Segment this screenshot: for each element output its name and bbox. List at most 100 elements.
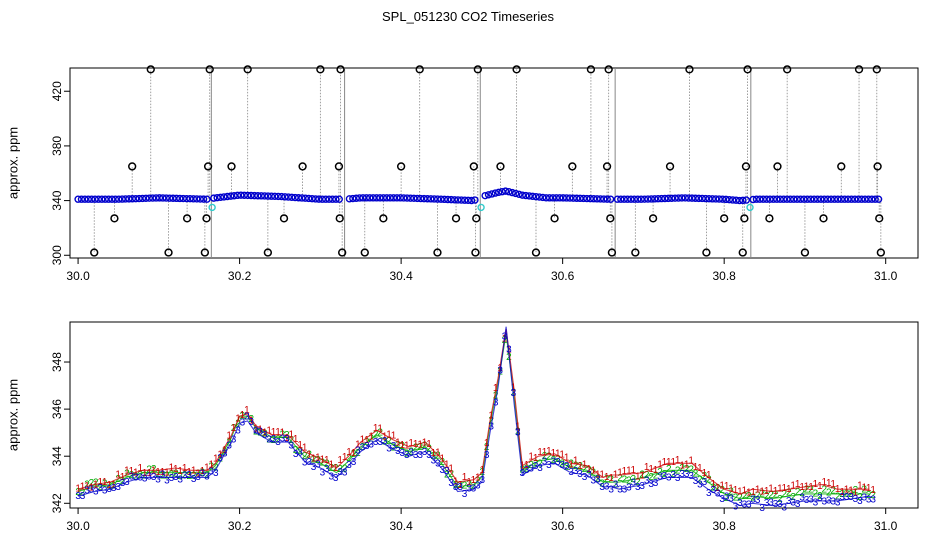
data-point [437, 195, 445, 203]
series-glyph-3: 3 [200, 469, 206, 480]
series-glyph-3: 3 [466, 483, 472, 494]
data-point [138, 194, 147, 203]
series-glyph-1: 1 [644, 462, 650, 473]
series-glyph-1: 1 [111, 479, 117, 490]
series-glyph-1: 1 [284, 433, 290, 444]
series-glyph-3: 3 [177, 475, 183, 486]
series-glyph-2: 2 [93, 478, 99, 489]
data-point [742, 196, 751, 204]
series-glyph-3: 3 [257, 426, 263, 437]
data-point [722, 195, 730, 204]
series-glyph-1: 1 [822, 477, 828, 488]
flag-point [685, 65, 694, 74]
series-glyph-2: 2 [386, 436, 392, 447]
series-glyph-2: 2 [408, 446, 414, 457]
series-glyph-1: 1 [684, 460, 690, 471]
data-point [230, 192, 238, 200]
series-glyph-1: 1 [89, 483, 95, 494]
flag-point [773, 162, 782, 171]
series-glyph-3: 3 [750, 494, 756, 505]
series-glyph-1: 1 [524, 460, 530, 471]
data-point [718, 195, 727, 203]
data-point [732, 196, 740, 204]
series-glyph-3: 3 [391, 441, 397, 452]
series-glyph-3: 3 [80, 491, 86, 502]
series-glyph-3: 3 [84, 486, 90, 497]
series-glyph-1: 1 [142, 468, 148, 479]
series-glyph-2: 2 [160, 471, 166, 482]
series-glyph-3: 3 [773, 499, 779, 510]
data-point [603, 195, 611, 203]
series-glyph-2: 2 [204, 470, 210, 481]
data-point [471, 196, 479, 204]
data-point [196, 195, 204, 203]
series-glyph-3: 3 [826, 496, 832, 507]
series-glyph-3: 3 [839, 492, 845, 503]
data-point [756, 195, 764, 203]
series-glyph-1: 1 [431, 448, 437, 459]
series-glyph-2: 2 [226, 438, 232, 449]
series-glyph-1: 1 [324, 455, 330, 466]
data-point [98, 195, 106, 203]
series-glyph-1: 1 [511, 383, 517, 394]
flag-point [182, 214, 192, 223]
series-glyph-3: 3 [395, 446, 401, 457]
data-point [681, 194, 689, 202]
series-glyph-2: 2 [608, 474, 614, 485]
data-point [311, 195, 320, 203]
data-point [199, 195, 208, 203]
series-glyph-2: 2 [377, 428, 383, 439]
panel-smoothed-series: 30.0 30.2 30.4 30.6 30.8 31.0 342 344 346 348 appr… [5, 321, 919, 533]
series-glyph-3: 3 [453, 482, 459, 493]
series-glyph-3: 3 [480, 475, 486, 486]
data-point [193, 195, 201, 203]
series-glyph-1: 1 [688, 456, 694, 467]
series-glyph-1: 1 [129, 466, 135, 477]
data-point [416, 194, 425, 203]
series-glyph-2: 2 [524, 464, 530, 475]
series-glyph-1: 1 [453, 476, 459, 487]
series-glyph-2: 2 [599, 479, 605, 490]
series-glyph-3: 3 [222, 449, 228, 460]
series-glyph-1: 1 [773, 486, 779, 497]
series-glyph-3: 3 [169, 473, 175, 484]
series-glyph-2: 2 [106, 481, 112, 492]
series-glyph-3: 3 [644, 475, 650, 486]
series-glyph-1: 1 [98, 477, 104, 488]
series-glyph-3: 3 [400, 448, 406, 459]
series-glyph-1: 1 [155, 467, 161, 478]
flag-point [316, 65, 325, 74]
series-glyph-2: 2 [773, 490, 779, 501]
data-point [837, 195, 845, 203]
series-glyph-2: 2 [573, 460, 579, 471]
series-glyph-1: 1 [528, 451, 534, 462]
edge-point [477, 203, 485, 212]
series-glyph-1: 1 [617, 467, 623, 478]
panel-raw-flagged: 30.0 30.2 30.4 30.6 30.8 31.0 300 340 380 420 appr… [5, 65, 919, 283]
series-glyph-2: 2 [613, 480, 619, 491]
series-glyph-1: 1 [191, 466, 197, 477]
data-point [807, 195, 815, 203]
series-glyph-1: 1 [799, 482, 805, 493]
flag-point [336, 65, 345, 74]
series-glyph-2: 2 [559, 459, 565, 470]
data-point [77, 195, 86, 203]
series-glyph-2: 2 [728, 487, 734, 498]
data-point [810, 195, 818, 203]
series-glyph-1: 1 [559, 450, 565, 461]
data-point [847, 195, 856, 203]
series-glyph-2: 2 [222, 447, 228, 458]
series-glyph-3: 3 [528, 463, 534, 474]
data-point [125, 195, 133, 203]
series-glyph-1: 1 [591, 466, 597, 477]
series-glyph-3: 3 [542, 457, 548, 468]
series-glyph-3: 3 [742, 500, 748, 511]
series-glyph-3: 3 [799, 492, 805, 503]
series-glyph-2: 2 [400, 441, 406, 452]
series-glyph-2: 2 [813, 489, 819, 500]
series-glyph-1: 1 [546, 446, 552, 457]
data-point [556, 194, 564, 202]
series-glyph-1: 1 [177, 466, 183, 477]
series-glyph-2: 2 [520, 464, 526, 475]
edge-point [208, 203, 216, 212]
